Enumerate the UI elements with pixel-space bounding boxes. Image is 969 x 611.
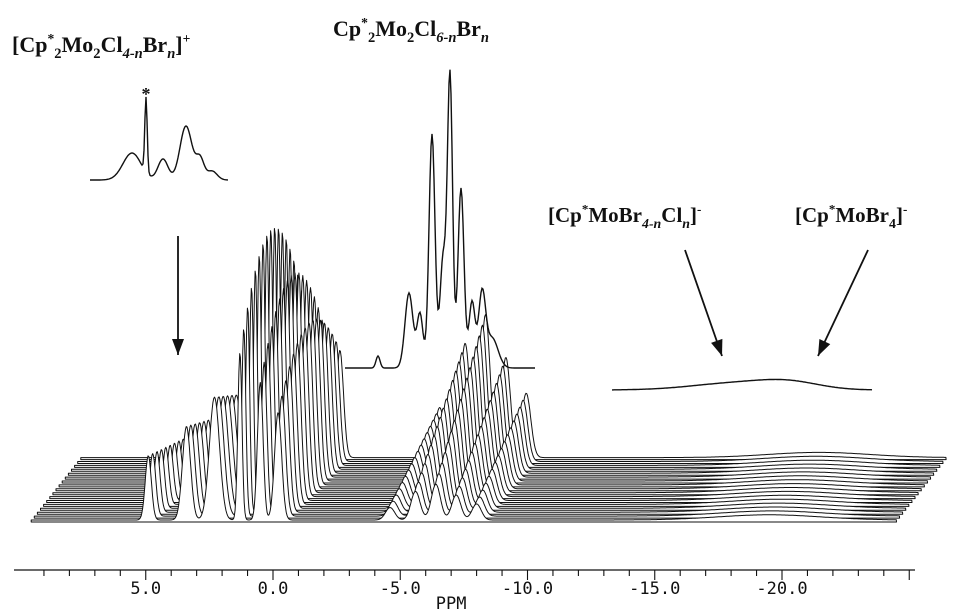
x-tick-label: -5.0 [380,579,421,599]
label-part: Br [143,32,168,57]
label-part: Cl [101,32,123,57]
label-part: n [682,216,690,231]
stacked-spectra [30,228,947,523]
label-part: n [481,30,489,46]
label-part: 2 [93,46,100,62]
species-labels: [Cp*2Mo2Cl4-nBrn]+ Cp*2Mo2Cl6-nBrn[Cp*MoB… [12,15,907,231]
arrow [817,249,869,357]
label-part: Mo [375,16,407,41]
label-part: 2 [407,30,414,46]
label-cation: [Cp*2Mo2Cl4-nBrn]+ [12,31,191,62]
x-tick-label: -15.0 [629,579,680,599]
label-part: [Cp [795,203,829,227]
arrow-head [172,339,184,355]
x-tick-label: 0.0 [258,579,289,599]
label-part: MoBr [835,203,889,227]
spectrum-trace [30,353,897,523]
x-tick-label: -10.0 [502,579,553,599]
label-asterisk: * [142,84,151,104]
label-part: ] [175,32,182,57]
label-part: 6-n [436,30,456,46]
label-part: n [167,46,175,62]
label-part: Cl [661,203,682,227]
label-part: [Cp [12,32,47,57]
arrow-head [711,338,723,356]
label-part: Mo [62,32,94,57]
label-part: * [829,202,836,217]
arrow [684,249,723,357]
arrows [172,236,869,357]
label-anion_mixed: [Cp*MoBr4-nCln]- [548,202,701,231]
label-part: 4-n [641,216,662,231]
x-tick-label: -20.0 [756,579,807,599]
arrow-head [818,338,831,356]
label-part: - [697,202,701,217]
label-part: ] [896,203,903,227]
x-tick-label: 5.0 [130,579,161,599]
label-anion_br: [Cp*MoBr4]- [795,202,907,231]
label-part: MoBr [588,203,642,227]
expanded-insets [90,69,873,391]
label-part: [Cp [548,203,582,227]
label-part: Br [456,16,481,41]
label-part: + [183,31,191,46]
label-part: ] [690,203,697,227]
label-part: 4-n [122,46,143,62]
label-part: 2 [368,30,375,46]
label-part: Cl [414,16,436,41]
x-axis: 5.0 0.0 -5.0 -10.0 -15.0 -20.0 PPM [14,569,915,611]
label-part: * [582,202,589,217]
label-part: Cp [333,16,361,41]
label-part: - [903,202,907,217]
label-part: 4 [889,216,896,231]
x-axis-ticks: 5.0 0.0 -5.0 -10.0 -15.0 -20.0 [43,570,910,599]
label-part: * [142,84,151,104]
label-part: 2 [54,46,61,62]
neutral-inset [345,69,535,369]
label-part: * [47,31,54,46]
anion-inset [612,378,873,391]
label-neutral: Cp*2Mo2Cl6-nBrn [333,15,489,46]
cation-inset [90,96,228,181]
x-axis-label: PPM [436,594,467,611]
label-part: * [361,15,368,30]
